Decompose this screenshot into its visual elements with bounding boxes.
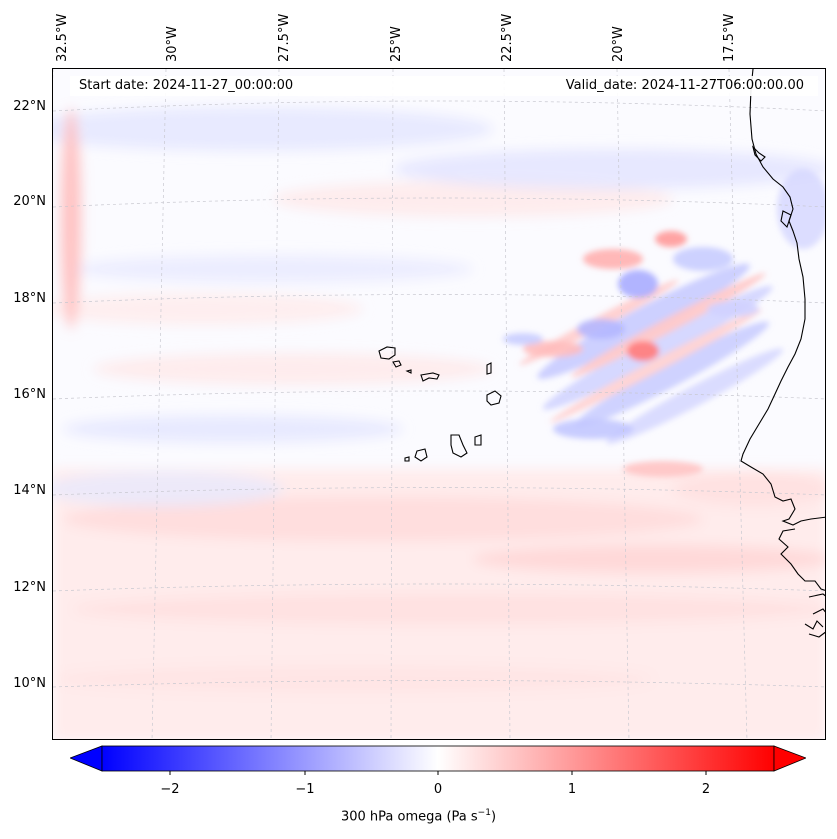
lat-label-10n: 10°N — [13, 676, 46, 691]
colorbar — [70, 745, 806, 775]
lon-label-32-5w: 32.5°W — [55, 13, 70, 62]
colorbar-label-exponent: −1 — [477, 808, 491, 818]
island-santiago — [450, 434, 468, 458]
colorbar-tick-marks — [169, 771, 707, 775]
island-santa-luzia — [405, 369, 412, 374]
lon-label-30w: 30°W — [165, 26, 180, 62]
island-sao-vicente — [392, 360, 402, 368]
island-sao-nicolau — [420, 372, 440, 382]
lon-label-25w: 25°W — [389, 26, 404, 62]
omega-field-shading — [53, 107, 825, 739]
colorbar-tick-2: 2 — [701, 782, 711, 797]
colorbar-label-close: ) — [490, 809, 497, 825]
lon-label-22-5w: 22.5°W — [500, 13, 515, 62]
colorbar-tick-1: 1 — [567, 782, 577, 797]
map-plot-area — [52, 68, 826, 740]
colorbar-gradient — [101, 745, 775, 772]
omega-field-active-region — [503, 169, 825, 477]
colorbar-tick-0: 0 — [433, 782, 443, 797]
lon-label-17-5w: 17.5°W — [722, 13, 737, 62]
island-maio — [474, 434, 482, 446]
lat-label-18n: 18°N — [13, 291, 46, 306]
date-info-bar: Start date: 2024-11-27_00:00:00 Valid_da… — [70, 76, 818, 96]
colorbar-extend-right — [773, 745, 806, 772]
start-date-text: Start date: 2024-11-27_00:00:00 — [79, 78, 294, 93]
omega-field-map — [53, 69, 825, 739]
lat-label-14n: 14°N — [13, 483, 46, 498]
colorbar-label: 300 hPa omega (Pa s−1) — [0, 808, 837, 824]
island-boa-vista — [486, 390, 502, 406]
island-sal — [486, 362, 492, 375]
lat-label-20n: 20°N — [13, 194, 46, 209]
island-fogo — [414, 448, 428, 462]
colorbar-label-text: 300 hPa omega (Pa s — [340, 809, 478, 825]
colorbar-tick-minus2: −2 — [160, 782, 180, 797]
coastline-africa — [740, 69, 825, 638]
coastline — [378, 69, 825, 638]
lat-label-22n: 22°N — [13, 99, 46, 114]
valid-date-text: Valid_date: 2024-11-27T06:00:00.00 — [565, 78, 804, 93]
map-gridlines — [53, 69, 825, 739]
colorbar-tick-minus1: −1 — [295, 782, 315, 797]
lat-label-12n: 12°N — [13, 580, 46, 595]
lon-label-27-5w: 27.5°W — [277, 13, 292, 62]
island-brava — [404, 456, 410, 462]
island-santo-antao — [378, 346, 396, 360]
colorbar-extend-left — [70, 745, 103, 772]
lon-label-20w: 20°W — [611, 26, 626, 62]
lat-label-16n: 16°N — [13, 387, 46, 402]
coastline-canary-cape-detail — [751, 145, 792, 229]
